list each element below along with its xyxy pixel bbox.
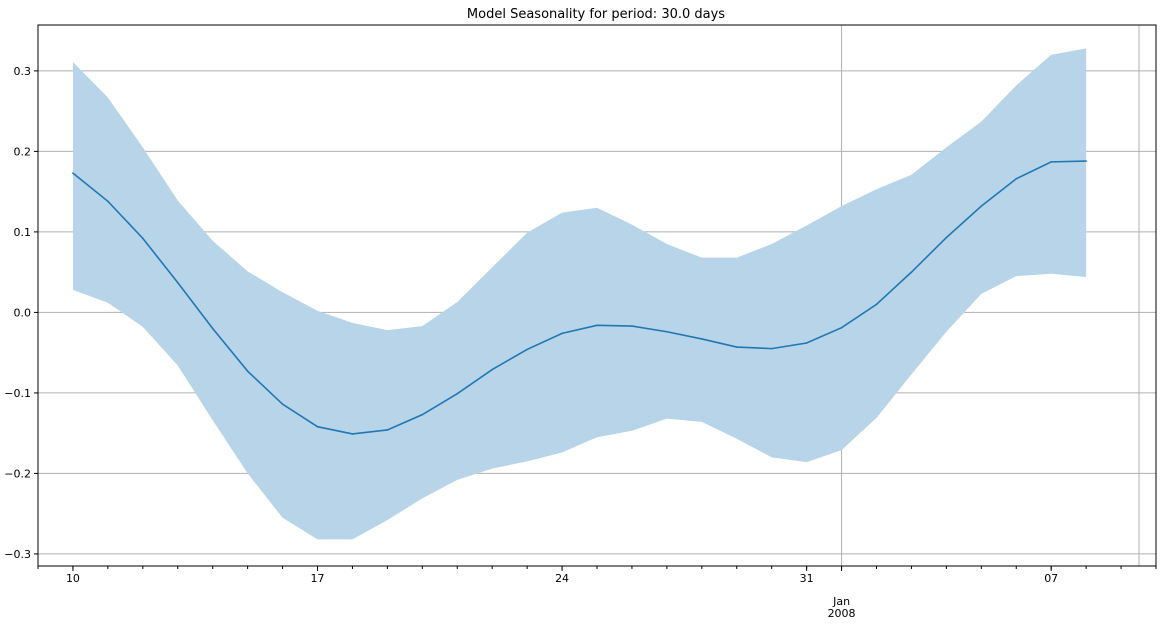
seasonality-point xyxy=(631,325,633,327)
seasonality-point xyxy=(526,348,528,351)
y-tick-label: 0.3 xyxy=(14,65,32,78)
seasonality-point xyxy=(910,271,913,273)
x-tick-label: 2008 xyxy=(828,607,856,620)
seasonality-line xyxy=(72,160,1087,435)
x-tick-label: 10 xyxy=(66,572,80,585)
x-tick-label: Jan xyxy=(832,595,850,608)
line-layer xyxy=(72,160,1087,435)
x-tick-label: 07 xyxy=(1044,572,1058,585)
x-tick-label: 31 xyxy=(800,572,814,585)
x-tick-label: 24 xyxy=(555,572,569,585)
y-tick-label: 0.1 xyxy=(14,226,32,239)
y-tick-label: −0.2 xyxy=(4,467,31,480)
seasonality-point xyxy=(351,433,354,435)
seasonality-point xyxy=(1085,160,1087,162)
plot-frame xyxy=(37,24,1157,567)
seasonality-point xyxy=(875,303,878,306)
seasonality-point xyxy=(246,370,249,372)
seasonality-point xyxy=(980,205,983,207)
seasonality-point xyxy=(805,342,808,344)
seasonality-point xyxy=(840,326,843,329)
seasonality-point xyxy=(596,324,598,327)
seasonality-point xyxy=(386,429,389,431)
seasonality-point xyxy=(945,236,948,239)
y-tick-label: 0.2 xyxy=(14,145,32,158)
seasonality-point xyxy=(107,200,109,203)
uncertainty-band xyxy=(72,48,1087,540)
seasonality-point xyxy=(701,338,703,340)
seasonality-point xyxy=(770,347,773,350)
seasonality-point xyxy=(142,237,144,240)
seasonality-point xyxy=(735,346,738,348)
seasonality-point xyxy=(281,403,284,405)
y-tick-label: −0.3 xyxy=(4,548,31,561)
y-tick-label: −0.1 xyxy=(4,387,31,400)
seasonality-point xyxy=(456,392,459,395)
y-tick-label: 0.0 xyxy=(14,306,32,319)
seasonality-point xyxy=(421,413,424,416)
chart-title: Model Seasonality for period: 30.0 days xyxy=(467,7,725,22)
seasonality-point xyxy=(316,425,319,428)
seasonality-point xyxy=(561,332,563,335)
seasonality-point xyxy=(72,172,74,174)
x-tick-label: 17 xyxy=(311,572,325,585)
seasonality-point xyxy=(1015,177,1018,180)
seasonality-point xyxy=(491,368,493,371)
seasonality-point xyxy=(211,327,214,330)
band-layer xyxy=(72,48,1087,540)
seasonality-point xyxy=(1050,161,1052,163)
seasonality-point xyxy=(176,281,179,284)
seasonality-point xyxy=(666,330,668,333)
